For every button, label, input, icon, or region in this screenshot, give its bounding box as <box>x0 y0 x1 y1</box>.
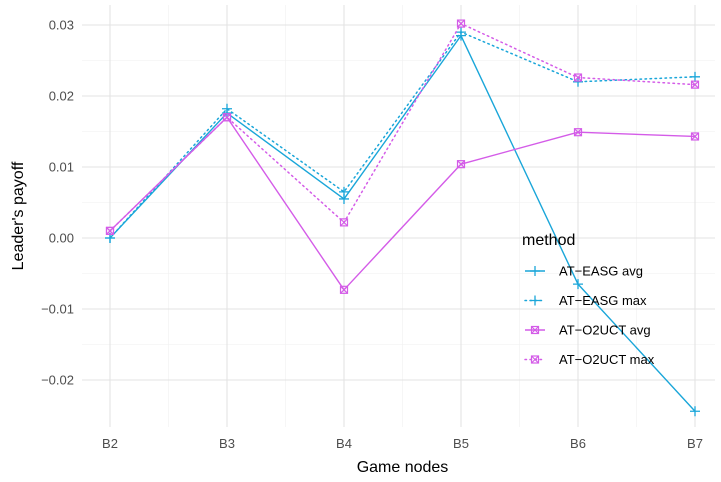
data-point <box>690 71 700 82</box>
legend-item: AT−O2UCT max <box>524 352 655 367</box>
marker-cross <box>106 226 114 235</box>
data-point <box>690 80 700 89</box>
series-line <box>109 34 696 412</box>
y-tick-label: −0.02 <box>41 373 74 388</box>
x-tick-label: B5 <box>453 436 469 451</box>
data-point <box>530 266 540 276</box>
marker-cross <box>691 80 699 89</box>
y-tick-label: 0.01 <box>49 160 74 175</box>
marker-box <box>339 218 349 227</box>
data-point <box>573 76 583 87</box>
x-axis-title: Game nodes <box>357 459 449 476</box>
marker-cross <box>574 128 582 137</box>
marker-cross <box>457 160 465 169</box>
marker-cross <box>574 73 582 82</box>
x-tick-label: B6 <box>570 436 586 451</box>
data-point <box>690 132 700 141</box>
data-point <box>339 218 349 227</box>
data-point <box>222 113 232 122</box>
data-point <box>339 285 349 294</box>
x-tick-label: B4 <box>336 436 352 451</box>
marker-cross <box>457 19 465 28</box>
marker-cross <box>340 218 348 227</box>
data-point <box>339 186 349 197</box>
marker-box <box>530 355 540 364</box>
y-tick-label: 0.02 <box>49 89 74 104</box>
marker-box <box>573 73 583 82</box>
marker-cross <box>223 113 231 122</box>
data-point <box>456 19 466 28</box>
legend-label: AT−EASG max <box>559 293 647 308</box>
y-tick-label: −0.01 <box>41 302 74 317</box>
x-tick-label: B7 <box>687 436 703 451</box>
data-point <box>573 279 583 290</box>
legend-item: AT−O2UCT avg <box>525 323 651 338</box>
series-line <box>109 31 696 239</box>
legend-item: AT−EASG avg <box>525 264 643 279</box>
legend-label: AT−EASG avg <box>559 264 643 279</box>
marker-box <box>456 19 466 28</box>
marker-cross <box>531 326 539 334</box>
series-at-o2uct-max <box>105 19 700 235</box>
series-line <box>109 22 696 232</box>
y-tick-label: 0.00 <box>49 231 74 246</box>
marker-box <box>690 132 700 141</box>
data-point <box>222 103 232 114</box>
series-at-easg-max <box>105 27 700 243</box>
data-point <box>530 355 540 364</box>
legend-label: AT−O2UCT max <box>559 352 655 367</box>
x-tick-label: B2 <box>102 436 118 451</box>
y-axis-title: Leader's payoff <box>10 161 27 270</box>
legend-label: AT−O2UCT avg <box>559 323 651 338</box>
marker-box <box>690 80 700 89</box>
legend-title: method <box>522 232 575 249</box>
legend-item: AT−EASG max <box>524 293 647 308</box>
y-tick-label: 0.03 <box>49 18 74 33</box>
data-point <box>530 325 540 335</box>
marker-box <box>105 226 115 235</box>
marker-box <box>530 325 540 335</box>
data-point <box>530 295 540 306</box>
marker-box <box>456 160 466 169</box>
data-point <box>573 128 583 137</box>
marker-cross <box>691 132 699 141</box>
marker-cross <box>531 355 539 364</box>
data-point <box>456 27 466 38</box>
data-point <box>105 226 115 235</box>
data-point <box>573 73 583 82</box>
marker-box <box>222 113 232 122</box>
x-tick-label: B3 <box>219 436 235 451</box>
marker-box <box>573 128 583 137</box>
data-point <box>456 160 466 169</box>
marker-cross <box>340 285 348 294</box>
data-point <box>690 406 700 417</box>
marker-box <box>339 285 349 294</box>
